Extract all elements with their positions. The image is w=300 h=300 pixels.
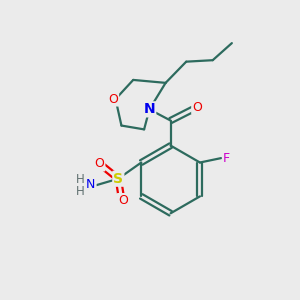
Text: O: O xyxy=(118,194,128,207)
Text: H: H xyxy=(76,173,84,186)
Text: N: N xyxy=(86,178,96,191)
Text: H: H xyxy=(76,185,84,198)
Text: N: N xyxy=(144,102,155,116)
Text: O: O xyxy=(192,100,202,113)
Text: S: S xyxy=(113,172,123,186)
Text: F: F xyxy=(223,152,230,165)
Text: O: O xyxy=(94,158,104,170)
Text: O: O xyxy=(108,93,118,106)
